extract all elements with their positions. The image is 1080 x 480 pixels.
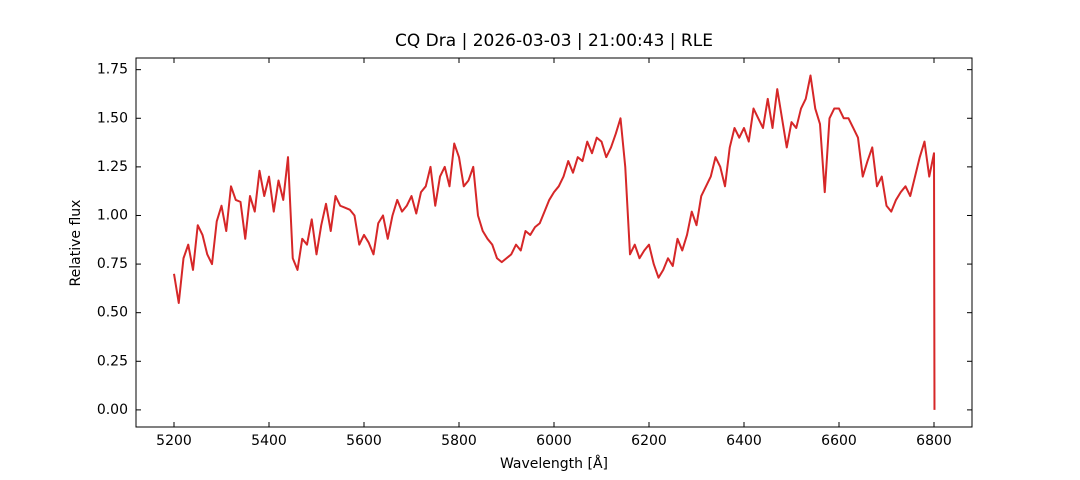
y-tick-label: 0.25 <box>97 353 128 369</box>
plot-frame <box>135 57 973 428</box>
x-tick-label: 5600 <box>346 433 382 449</box>
y-axis-label: Relative flux <box>68 200 84 287</box>
x-tick-label: 5200 <box>156 433 192 449</box>
y-tick-label: 0.75 <box>97 256 128 272</box>
x-tick-label: 6800 <box>916 433 952 449</box>
y-tick-label: 1.75 <box>97 62 128 78</box>
y-tick-label: 0.00 <box>97 402 128 418</box>
x-tick-label: 6200 <box>631 433 667 449</box>
chart-title: CQ Dra | 2026-03-03 | 21:00:43 | RLE <box>395 31 713 51</box>
y-tick-label: 0.50 <box>97 305 128 321</box>
y-tick-label: 1.00 <box>97 207 128 223</box>
x-axis-label: Wavelength [Å] <box>500 455 608 472</box>
x-tick-label: 6600 <box>821 433 857 449</box>
y-tick-label: 1.25 <box>97 159 128 175</box>
x-tick-label: 5400 <box>251 433 287 449</box>
spectrum-line <box>173 74 936 410</box>
x-tick-label: 5800 <box>441 433 477 449</box>
x-tick-label: 6000 <box>536 433 572 449</box>
x-tick-label: 6400 <box>726 433 762 449</box>
y-tick-label: 1.50 <box>97 110 128 126</box>
